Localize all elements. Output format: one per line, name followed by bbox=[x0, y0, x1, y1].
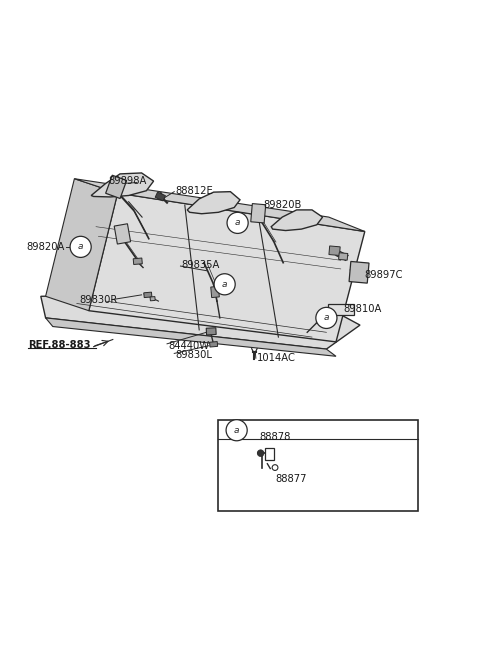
Circle shape bbox=[257, 450, 264, 457]
Bar bbox=[106, 175, 127, 198]
Text: 89897C: 89897C bbox=[365, 270, 403, 280]
Polygon shape bbox=[46, 179, 118, 310]
Text: 84440W: 84440W bbox=[168, 341, 209, 350]
Circle shape bbox=[272, 464, 278, 470]
Polygon shape bbox=[187, 192, 240, 214]
Text: 89830L: 89830L bbox=[175, 350, 212, 360]
Text: 1014AC: 1014AC bbox=[257, 353, 296, 364]
Circle shape bbox=[214, 274, 235, 295]
Text: 88812E: 88812E bbox=[175, 186, 213, 196]
Bar bbox=[133, 258, 142, 265]
Circle shape bbox=[226, 420, 247, 441]
Text: a: a bbox=[235, 218, 240, 227]
Polygon shape bbox=[91, 173, 154, 197]
Polygon shape bbox=[74, 179, 365, 231]
Bar bbox=[218, 420, 418, 511]
Bar bbox=[114, 224, 131, 244]
Bar bbox=[206, 328, 216, 335]
Bar bbox=[155, 192, 166, 201]
Text: REF.88-883: REF.88-883 bbox=[28, 340, 90, 350]
Polygon shape bbox=[41, 291, 360, 349]
Bar bbox=[327, 305, 354, 315]
Text: 88877: 88877 bbox=[275, 474, 307, 484]
Polygon shape bbox=[89, 193, 365, 342]
Bar bbox=[150, 297, 155, 301]
Bar bbox=[210, 341, 217, 347]
Bar bbox=[349, 261, 369, 283]
Text: 89810A: 89810A bbox=[343, 305, 382, 314]
Text: a: a bbox=[78, 242, 84, 252]
Text: a: a bbox=[234, 426, 240, 435]
Polygon shape bbox=[271, 210, 323, 231]
Text: 89835A: 89835A bbox=[181, 260, 220, 270]
Circle shape bbox=[70, 236, 91, 257]
Text: 89820A: 89820A bbox=[26, 242, 65, 252]
Bar bbox=[144, 292, 152, 297]
Text: a: a bbox=[324, 313, 329, 322]
Circle shape bbox=[227, 212, 248, 233]
Text: 89830R: 89830R bbox=[79, 295, 118, 305]
Polygon shape bbox=[46, 318, 336, 356]
Bar bbox=[211, 286, 219, 297]
Circle shape bbox=[316, 307, 337, 328]
Text: 89820B: 89820B bbox=[263, 200, 301, 210]
Bar bbox=[329, 246, 340, 255]
Bar bbox=[265, 449, 274, 460]
Text: 88878: 88878 bbox=[259, 432, 290, 442]
Text: a: a bbox=[222, 280, 228, 289]
Bar bbox=[338, 253, 348, 260]
Bar bbox=[251, 204, 266, 223]
Text: 89898A: 89898A bbox=[108, 176, 146, 186]
